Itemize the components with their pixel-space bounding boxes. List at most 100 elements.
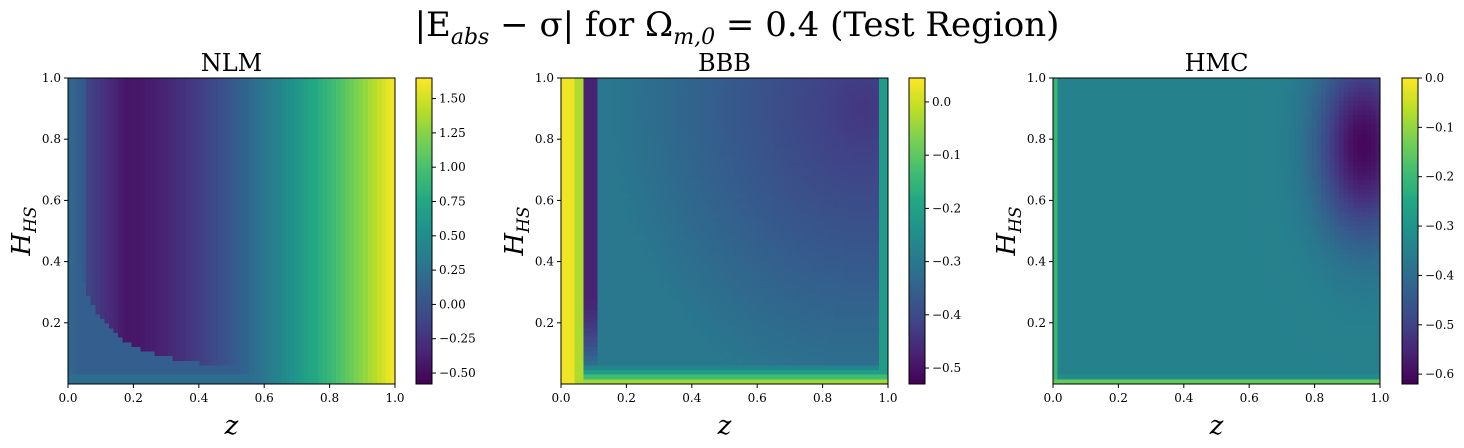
heatmap-cell xyxy=(272,379,278,385)
heatmap-cell xyxy=(295,152,301,158)
heatmap-cell xyxy=(190,286,196,292)
heatmap-cell xyxy=(340,170,346,176)
heatmap-cell xyxy=(158,356,164,362)
heatmap-cell xyxy=(113,319,119,325)
heatmap-cell xyxy=(281,96,287,102)
heatmap-cell xyxy=(317,142,323,149)
heatmap-cell xyxy=(308,300,314,306)
heatmap-cell xyxy=(172,78,178,84)
heatmap-cell xyxy=(167,221,174,227)
heatmap-cell xyxy=(349,235,355,241)
heatmap-cell xyxy=(358,207,364,214)
heatmap-cell xyxy=(154,78,160,84)
heatmap-cell xyxy=(154,323,160,329)
heatmap-cell xyxy=(140,175,146,181)
heatmap-cell xyxy=(172,101,178,107)
heatmap-cell xyxy=(236,119,242,125)
heatmap-cell xyxy=(345,129,351,135)
heatmap-cell xyxy=(565,226,571,232)
heatmap-cell xyxy=(335,277,342,283)
heatmap-cell xyxy=(322,82,328,88)
heatmap-cell xyxy=(376,133,382,139)
heatmap-cell xyxy=(290,78,296,84)
heatmap-cell xyxy=(345,226,351,232)
heatmap-cell xyxy=(208,138,214,144)
heatmap-cell xyxy=(113,221,119,227)
heatmap-cell xyxy=(104,166,110,172)
heatmap-cell xyxy=(565,356,571,362)
heatmap-cell xyxy=(267,282,273,288)
heatmap-cell xyxy=(72,342,78,348)
heatmap-cell xyxy=(313,101,319,107)
heatmap-cell xyxy=(381,142,387,149)
heatmap-cell xyxy=(290,110,296,116)
heatmap-cell xyxy=(267,96,273,102)
heatmap-cell xyxy=(158,82,164,88)
heatmap-cell xyxy=(99,235,105,241)
heatmap-cell xyxy=(570,240,576,246)
heatmap-cell xyxy=(131,180,137,186)
heatmap-cell xyxy=(131,360,137,367)
heatmap-cell xyxy=(381,133,387,139)
heatmap-cell xyxy=(172,286,178,292)
heatmap-cell xyxy=(145,105,151,112)
heatmap-cell xyxy=(186,78,192,84)
heatmap-cell xyxy=(276,189,283,195)
heatmap-cell xyxy=(145,96,151,102)
heatmap-cell xyxy=(381,161,387,167)
heatmap-cell xyxy=(263,217,269,223)
heatmap-cell xyxy=(267,147,273,153)
heatmap-cell xyxy=(245,180,251,186)
heatmap-cell xyxy=(208,254,214,260)
heatmap-cell xyxy=(222,198,228,204)
heatmap-cell xyxy=(77,277,83,283)
heatmap-cell xyxy=(276,370,283,376)
heatmap-cell xyxy=(372,263,378,269)
heatmap-cell xyxy=(68,105,74,112)
heatmap-cell xyxy=(358,333,364,339)
heatmap-cell xyxy=(154,240,160,246)
heatmap-cell xyxy=(190,370,196,376)
heatmap-cell xyxy=(570,142,576,149)
heatmap-cell xyxy=(154,254,160,260)
heatmap-cell xyxy=(217,110,224,116)
heatmap-cell xyxy=(68,249,74,255)
heatmap-cell xyxy=(299,337,305,343)
heatmap-cell xyxy=(245,249,251,255)
heatmap-cell xyxy=(186,244,192,251)
heatmap-cell xyxy=(231,249,237,255)
heatmap-cell xyxy=(68,166,74,172)
heatmap-cell xyxy=(295,175,301,181)
heatmap-cell xyxy=(313,254,319,260)
heatmap-cell xyxy=(222,133,228,139)
heatmap-cell xyxy=(295,365,301,371)
heatmap-cell xyxy=(281,254,287,260)
heatmap-cell xyxy=(217,244,224,251)
heatmap-cell xyxy=(385,180,392,186)
heatmap-cell xyxy=(381,360,387,367)
heatmap-cell xyxy=(77,323,83,329)
heatmap-cell xyxy=(117,249,124,255)
heatmap-cell xyxy=(367,129,373,135)
heatmap-cell xyxy=(290,203,296,209)
heatmap-cell xyxy=(213,360,219,367)
heatmap-cell xyxy=(108,244,115,251)
heatmap-cell xyxy=(217,268,224,274)
heatmap-cell xyxy=(167,337,174,343)
heatmap-cell xyxy=(177,87,183,93)
heatmap-cell xyxy=(381,124,387,130)
heatmap-cell xyxy=(313,110,319,116)
heatmap-cell xyxy=(349,110,355,116)
heatmap-cell xyxy=(354,156,360,163)
heatmap-cell xyxy=(313,263,319,269)
heatmap-cell xyxy=(570,193,576,200)
heatmap-cell xyxy=(254,119,260,125)
heatmap-cell xyxy=(167,119,174,125)
heatmap-cell xyxy=(195,133,201,139)
heatmap-cell xyxy=(345,258,351,265)
heatmap-cell xyxy=(140,286,146,292)
heatmap-cell xyxy=(213,295,219,302)
heatmap-cell xyxy=(222,231,228,237)
heatmap-cell xyxy=(204,221,210,227)
